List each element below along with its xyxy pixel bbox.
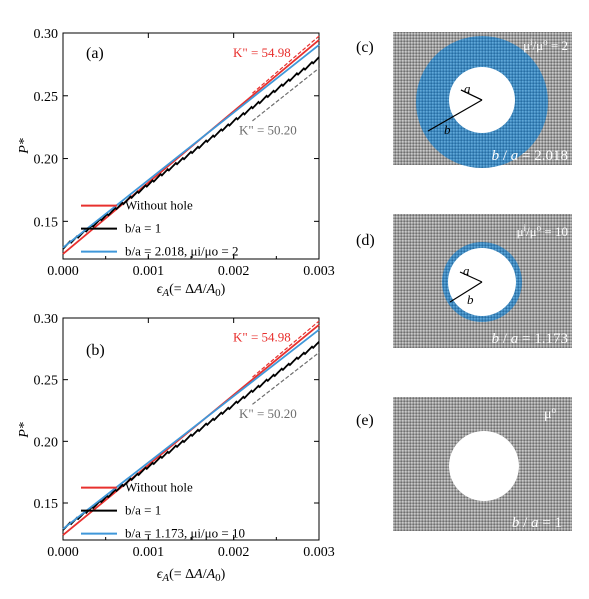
svg-text:P*: P*	[17, 138, 32, 155]
legend-entry: b/a = 1.173, μi/μo = 10	[125, 526, 245, 541]
schematic-c: (c) a b μi/μo = 2 b / a = 2.018	[356, 32, 572, 168]
x-tick-label: 0.003	[303, 545, 335, 560]
stiffness-annotation: K" = 50.20	[239, 123, 297, 138]
legend-entry: Without hole	[125, 198, 193, 213]
panel-label: (e)	[356, 412, 374, 429]
y-tick-label: 0.20	[34, 153, 59, 168]
panel-label: (b)	[86, 342, 105, 359]
slope-guide-line	[252, 35, 320, 94]
legend-entry: b/a = 1	[125, 221, 161, 236]
y-tick-label: 0.30	[34, 312, 59, 327]
legend-entry: b/a = 1	[125, 503, 161, 518]
stiffness-annotation: K" = 50.20	[239, 406, 297, 421]
radius-a-line	[459, 271, 483, 283]
svg-text:ϵA(= ΔA/A0): ϵA(= ΔA/A0)	[157, 567, 226, 584]
y-tick-label: 0.30	[34, 27, 59, 42]
radius-a-label: a	[464, 81, 471, 96]
x-tick-label: 0.000	[47, 545, 79, 560]
legend-entry: b/a = 2.018, μi/μo = 2	[125, 244, 238, 259]
slope-guide-line	[252, 320, 320, 378]
radius-b-line	[427, 99, 483, 132]
x-tick-label: 0.000	[47, 264, 79, 279]
x-tick-label: 0.001	[133, 545, 165, 560]
stiffness-annotation: K" = 54.98	[233, 45, 291, 60]
schematic-d: (d) a b μi/μo = 10 b / a = 1.173	[356, 214, 572, 348]
y-axis-label: P*	[17, 422, 32, 439]
modulus-ratio-label: μi/μo = 2	[523, 37, 568, 53]
x-tick-label: 0.002	[218, 545, 250, 560]
series-line	[62, 341, 320, 531]
x-axis-label: ϵA(= ΔA/A0)	[157, 567, 226, 584]
y-tick-label: 0.15	[34, 215, 59, 230]
ratio-caption: b / a = 2.018	[492, 148, 568, 164]
chart-panel-b: (b) 0.000 0.001 0.002 0.003 0.15 0.20 0.25 0.30…	[17, 312, 335, 584]
y-tick-label: 0.25	[34, 374, 59, 389]
ratio-caption: b / a = 1.173	[492, 331, 568, 347]
series-line	[62, 329, 320, 530]
panel-label: (d)	[356, 232, 375, 249]
svg-text:P*: P*	[17, 422, 32, 439]
slope-guide-line	[252, 67, 320, 122]
stiffness-annotation: K" = 54.98	[233, 329, 291, 344]
radius-a-label: a	[463, 263, 470, 278]
y-tick-label: 0.25	[34, 90, 59, 105]
panel-label: (a)	[86, 45, 104, 62]
radius-b-label: b	[467, 292, 474, 307]
panel-label: (c)	[356, 39, 374, 56]
radius-b-label: b	[444, 122, 451, 137]
series-line	[62, 44, 320, 249]
x-tick-label: 0.002	[218, 264, 250, 279]
x-tick-label: 0.003	[303, 264, 335, 279]
slope-guide-line	[252, 352, 320, 405]
radius-b-line	[449, 281, 483, 303]
svg-text:ϵA(= ΔA/A0): ϵA(= ΔA/A0)	[157, 282, 226, 299]
series-line	[62, 56, 320, 250]
ratio-caption: b / a = 1	[512, 515, 562, 531]
chart-panel-a: (a) 0.000 0.001 0.002 0.003 0.15 0.20 0.25 0.30…	[17, 27, 335, 299]
x-tick-label: 0.001	[133, 264, 165, 279]
legend-entry: Without hole	[125, 480, 193, 495]
schematic-e: (e) μo b / a = 1	[356, 397, 572, 531]
hole	[449, 431, 519, 501]
x-axis-label: ϵA(= ΔA/A0)	[157, 282, 226, 299]
y-tick-label: 0.20	[34, 435, 59, 450]
modulus-ratio-label: μi/μo = 10	[517, 223, 568, 239]
y-tick-label: 0.15	[34, 497, 59, 512]
y-axis-label: P*	[17, 138, 32, 155]
